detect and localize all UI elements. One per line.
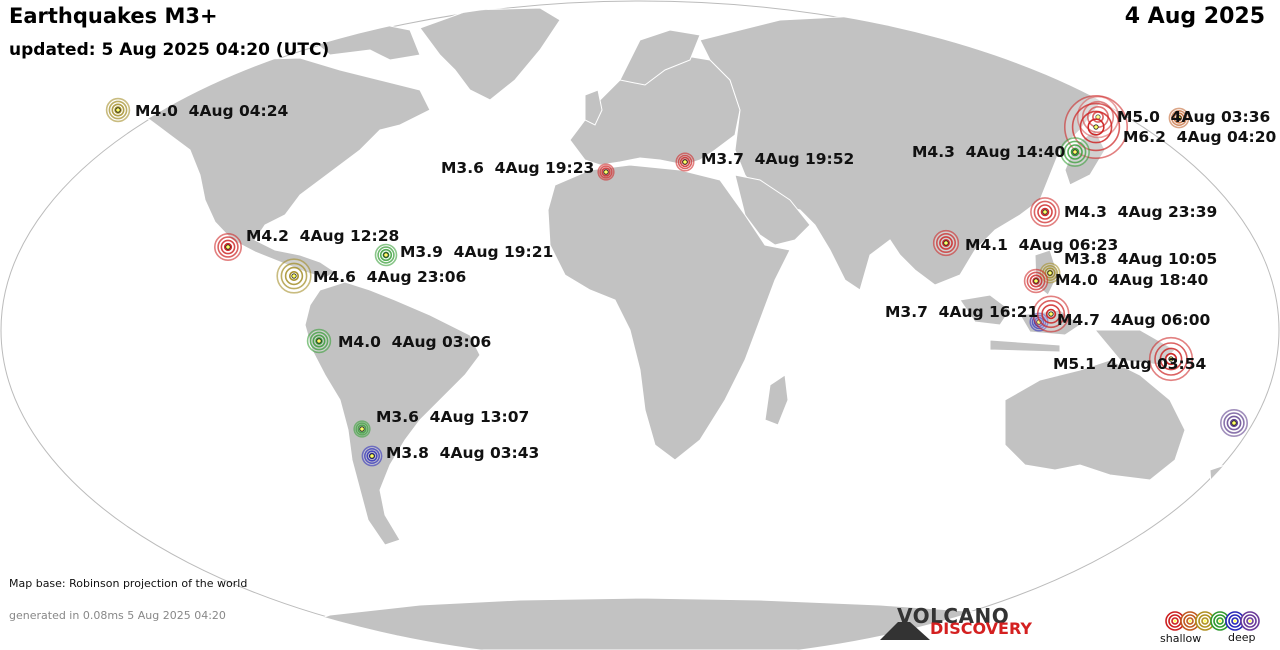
brand-line2: DISCOVERY — [930, 619, 1033, 638]
quake-label: M5.1 4Aug 03:54 — [1053, 355, 1207, 373]
land-japan — [1064, 129, 1106, 186]
quake-label: M5.0 4Aug 03:36 — [1117, 108, 1271, 126]
quake-marker[interactable] — [1023, 268, 1049, 294]
legend-rings-icon — [1165, 611, 1260, 631]
land-north-america — [119, 57, 431, 279]
quake-marker[interactable] — [1168, 107, 1190, 129]
generated-note: generated in 0.08ms 5 Aug 2025 04:20 — [9, 609, 226, 622]
quake-label: M3.6 4Aug 13:07 — [376, 408, 530, 426]
quake-marker[interactable] — [361, 445, 383, 467]
quake-marker[interactable] — [306, 328, 332, 354]
depth-legend: shallow deep — [1158, 608, 1268, 648]
quake-marker[interactable] — [675, 152, 695, 172]
quake-label: M4.7 4Aug 06:00 — [1057, 311, 1211, 329]
quake-marker[interactable] — [1220, 408, 1249, 437]
updated-timestamp: updated: 5 Aug 2025 04:20 (UTC) — [9, 40, 330, 60]
land-africa — [547, 164, 791, 461]
date-label: 4 Aug 2025 — [1124, 4, 1265, 29]
quake-marker[interactable] — [932, 229, 960, 257]
legend-deep-label: deep — [1228, 631, 1256, 644]
quake-markers — [105, 95, 1249, 467]
land-greenland — [419, 7, 561, 101]
quake-marker[interactable] — [1030, 197, 1060, 227]
page-title: Earthquakes M3+ — [9, 4, 218, 28]
land-uk — [584, 89, 603, 126]
quake-marker[interactable] — [353, 420, 371, 438]
quake-marker[interactable] — [1148, 336, 1194, 382]
quake-label: M4.3 4Aug 23:39 — [1064, 203, 1218, 221]
quake-label: M4.1 4Aug 06:23 — [965, 236, 1119, 254]
land-australia — [1004, 359, 1186, 481]
quake-label: M4.2 4Aug 12:28 — [246, 227, 400, 245]
quake-marker[interactable] — [276, 258, 312, 294]
volcano-logo-icon — [880, 622, 930, 640]
quake-label: M4.6 4Aug 23:06 — [313, 268, 467, 286]
quake-label: M3.6 4Aug 19:23 — [441, 159, 595, 177]
quake-marker[interactable] — [374, 243, 398, 267]
land-madagascar — [764, 374, 789, 426]
quake-label: M4.0 4Aug 18:40 — [1055, 271, 1209, 289]
quake-marker[interactable] — [1060, 137, 1090, 167]
quake-label: M3.8 4Aug 10:05 — [1064, 250, 1218, 268]
quake-marker[interactable] — [1032, 295, 1070, 333]
quake-label: M4.0 4Aug 04:24 — [135, 102, 289, 120]
quake-marker[interactable] — [105, 97, 131, 123]
quake-label: M3.8 4Aug 03:43 — [386, 444, 540, 462]
quake-label: M6.2 4Aug 04:20 — [1123, 128, 1277, 146]
quake-marker[interactable] — [597, 163, 615, 181]
quake-label: M4.3 4Aug 14:40 — [912, 143, 1066, 161]
brand-line1: VOLCANO — [897, 604, 1010, 628]
volcano-discovery-logo[interactable]: VOLCANO DISCOVERY — [880, 604, 1040, 640]
map-base-note: Map base: Robinson projection of the wor… — [9, 577, 248, 590]
land-scandinavia — [619, 29, 701, 86]
legend-shallow-label: shallow — [1160, 632, 1202, 645]
quake-label: M3.7 4Aug 16:21 — [885, 303, 1039, 321]
quake-label: M4.0 4Aug 03:06 — [338, 333, 492, 351]
land-south-america — [304, 281, 481, 546]
quake-marker[interactable] — [214, 233, 243, 262]
quake-label: M3.7 4Aug 19:52 — [701, 150, 855, 168]
quake-label: M3.9 4Aug 19:21 — [400, 243, 554, 261]
